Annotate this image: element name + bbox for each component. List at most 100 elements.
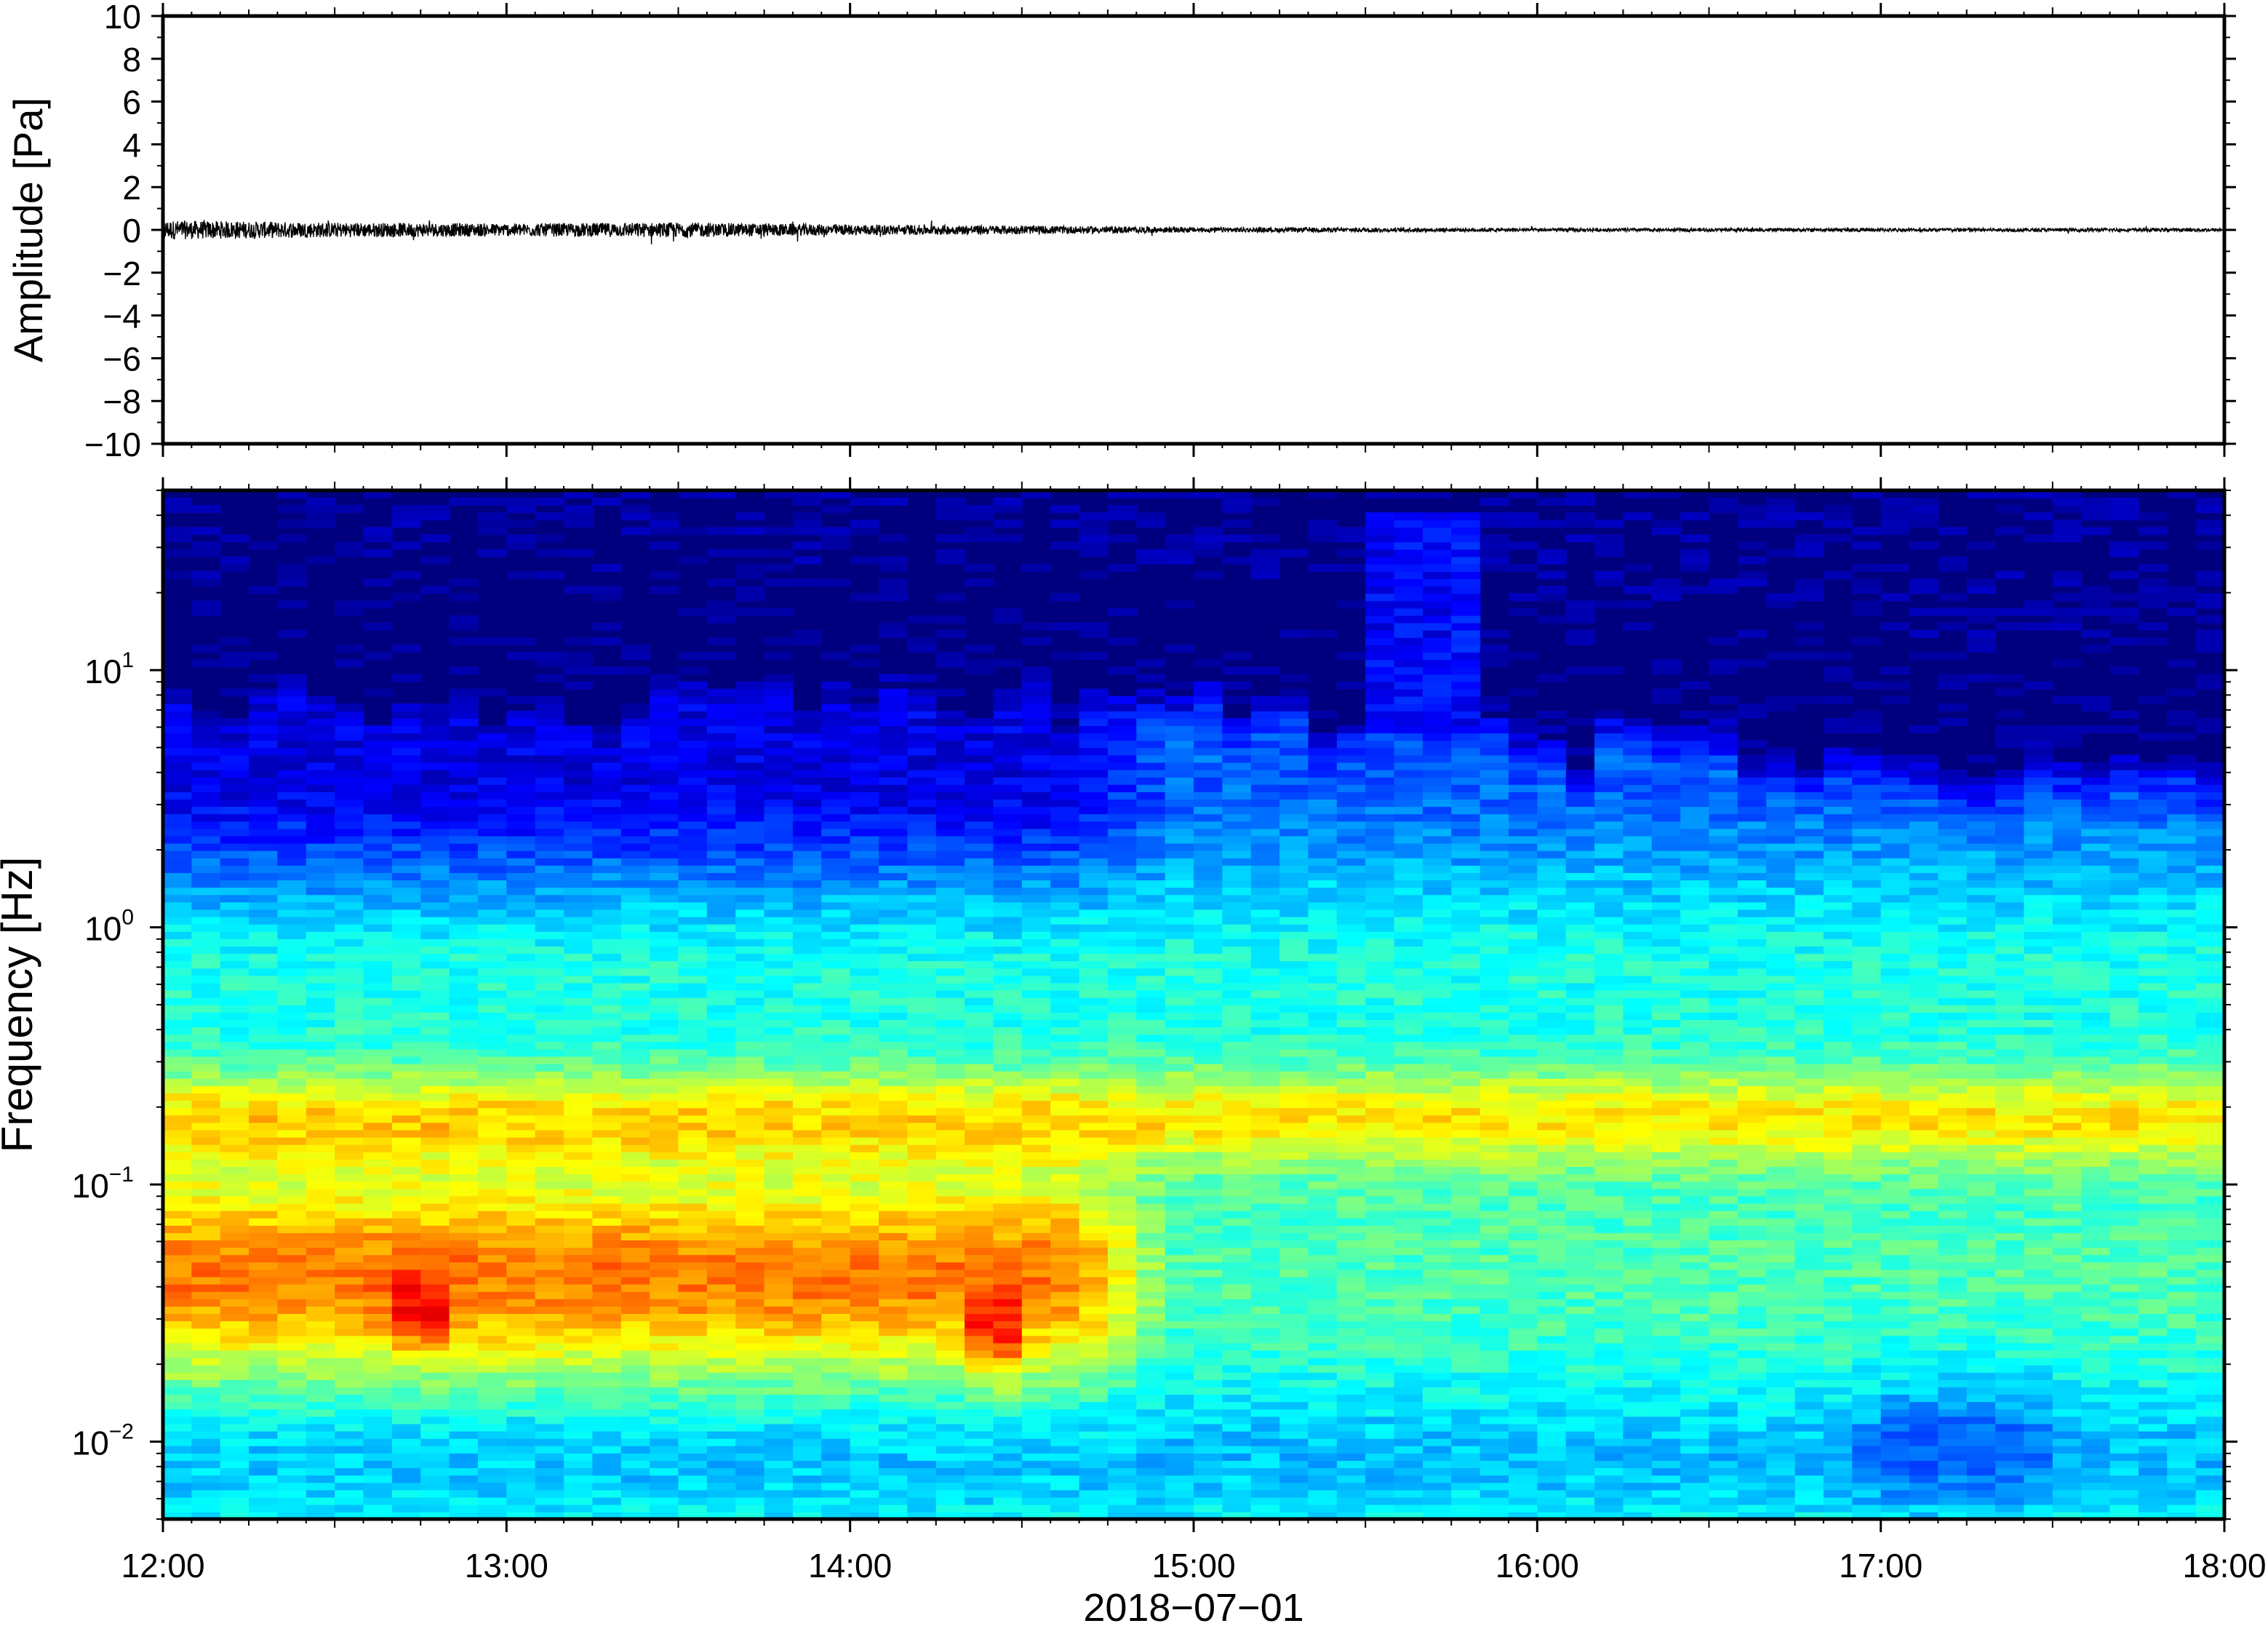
spectrogram-cell — [535, 1277, 564, 1285]
spectrogram-cell — [1165, 1218, 1194, 1226]
spectrogram-cell — [1050, 938, 1079, 946]
spectrogram-cell — [191, 1056, 220, 1064]
spectrogram-cell — [306, 1181, 335, 1189]
spectrogram-cell — [1222, 829, 1251, 837]
spectrogram-cell — [478, 976, 507, 984]
spectrogram-cell — [1222, 519, 1251, 527]
spectrogram-cell — [506, 542, 535, 550]
spectrogram-cell — [707, 931, 736, 939]
spectrogram-cell — [535, 895, 564, 903]
spectrogram-cell — [1194, 1401, 1223, 1409]
spectrogram-cell — [364, 549, 393, 557]
spectrogram-cell — [821, 682, 850, 690]
spectrogram-cell — [1279, 1299, 1309, 1307]
spectrogram-cell — [679, 836, 708, 844]
spectrogram-cell — [191, 1350, 220, 1358]
spectrogram-cell — [936, 1137, 965, 1145]
spectrogram-cell — [621, 1490, 650, 1498]
spectrogram-cell — [249, 1181, 278, 1189]
spectrogram-cell — [965, 1005, 994, 1013]
spectrogram-cell — [450, 1313, 479, 1321]
spectrogram-cell — [249, 1497, 278, 1505]
spectrogram-cell — [249, 1042, 278, 1050]
spectrogram-cell — [478, 806, 507, 814]
spectrogram-cell — [1279, 1130, 1309, 1138]
spectrogram-cell — [306, 1490, 335, 1498]
spectrogram-cell — [793, 718, 822, 726]
spectrogram-cell — [163, 1232, 192, 1240]
spectrogram-cell — [392, 895, 421, 903]
spectrogram-cell — [735, 1056, 764, 1064]
spectrogram-cell — [277, 1196, 306, 1204]
spectrogram-cell — [335, 1189, 364, 1197]
spectrogram-cell — [1079, 1005, 1109, 1013]
spectrogram-cell — [1136, 674, 1165, 682]
spectrogram-cell — [1165, 1446, 1194, 1454]
spectrogram-cell — [621, 725, 650, 733]
spectrogram-cell — [249, 1262, 278, 1270]
spectrogram-cell — [936, 1387, 965, 1395]
spectrogram-cell — [1165, 1358, 1194, 1366]
spectrogram-cell — [249, 1100, 278, 1108]
spectrogram-cell — [592, 770, 621, 778]
spectrogram-cell — [907, 740, 936, 748]
spectrogram-cell — [1108, 1034, 1137, 1042]
spectrogram-cell — [679, 652, 708, 660]
spectrogram-cell — [478, 755, 507, 763]
spectrogram-cell — [936, 792, 965, 800]
spectrogram-cell — [735, 1042, 764, 1050]
spectrogram-cell — [592, 1173, 621, 1181]
spectrogram-cell — [277, 564, 306, 572]
spectrogram-cell — [1222, 1277, 1251, 1285]
spectrogram-cell — [277, 836, 306, 844]
spectrogram-cell — [821, 865, 850, 873]
spectrogram-cell — [220, 1107, 249, 1115]
spectrogram-cell — [1194, 968, 1223, 976]
spectrogram-cell — [1222, 872, 1251, 880]
spectrogram-cell — [191, 983, 220, 991]
spectrogram-cell — [420, 1107, 450, 1115]
spectrogram-cell — [1050, 770, 1079, 778]
spectrogram-cell — [879, 557, 908, 565]
spectrogram-cell — [506, 770, 535, 778]
spectrogram-cell — [506, 498, 535, 506]
spectrogram-cell — [1050, 1115, 1079, 1123]
spectrogram-cell — [364, 872, 393, 880]
spectrogram-cell — [993, 1166, 1022, 1174]
spectrogram-cell — [1222, 865, 1251, 873]
spectrogram-cell — [1279, 1189, 1309, 1197]
spectrogram-cell — [793, 777, 822, 785]
spectrogram-cell — [707, 1166, 736, 1174]
spectrogram-cell — [621, 1056, 650, 1064]
spectrogram-cell — [220, 931, 249, 939]
spectrogram-cell — [277, 813, 306, 821]
spectrogram-cell — [907, 880, 936, 888]
spectrogram-cell — [821, 1218, 850, 1226]
spectrogram-cell — [392, 593, 421, 601]
spectrogram-cell — [764, 938, 794, 946]
spectrogram-cell — [1022, 953, 1051, 961]
spectrogram-cell — [1136, 990, 1165, 998]
spectrogram-cell — [650, 711, 679, 719]
spectrogram-cell — [793, 1490, 822, 1498]
spectrogram-cell — [850, 704, 879, 712]
spectrogram-cell — [907, 1247, 936, 1255]
spectrogram-cell — [535, 872, 564, 880]
spectrogram-cell — [392, 784, 421, 792]
spectrogram-cell — [1136, 1189, 1165, 1197]
spectrogram-cell — [478, 512, 507, 520]
spectrogram-cell — [1022, 895, 1051, 903]
spectrogram-cell — [1022, 1475, 1051, 1483]
spectrogram-cell — [220, 1042, 249, 1050]
spectrogram-cell — [420, 1336, 450, 1344]
spectrogram-cell — [1279, 1306, 1309, 1314]
spectrogram-cell — [907, 1291, 936, 1299]
spectrogram-cell — [1022, 1093, 1051, 1101]
spectrogram-cell — [1308, 1431, 1337, 1439]
spectrogram-cell — [1022, 976, 1051, 984]
spectrogram-cell — [364, 1218, 393, 1226]
spectrogram-cell — [707, 1056, 736, 1064]
spectrogram-cell — [220, 887, 249, 895]
spectrogram-cell — [478, 1277, 507, 1285]
spectrogram-cell — [1165, 1490, 1194, 1498]
